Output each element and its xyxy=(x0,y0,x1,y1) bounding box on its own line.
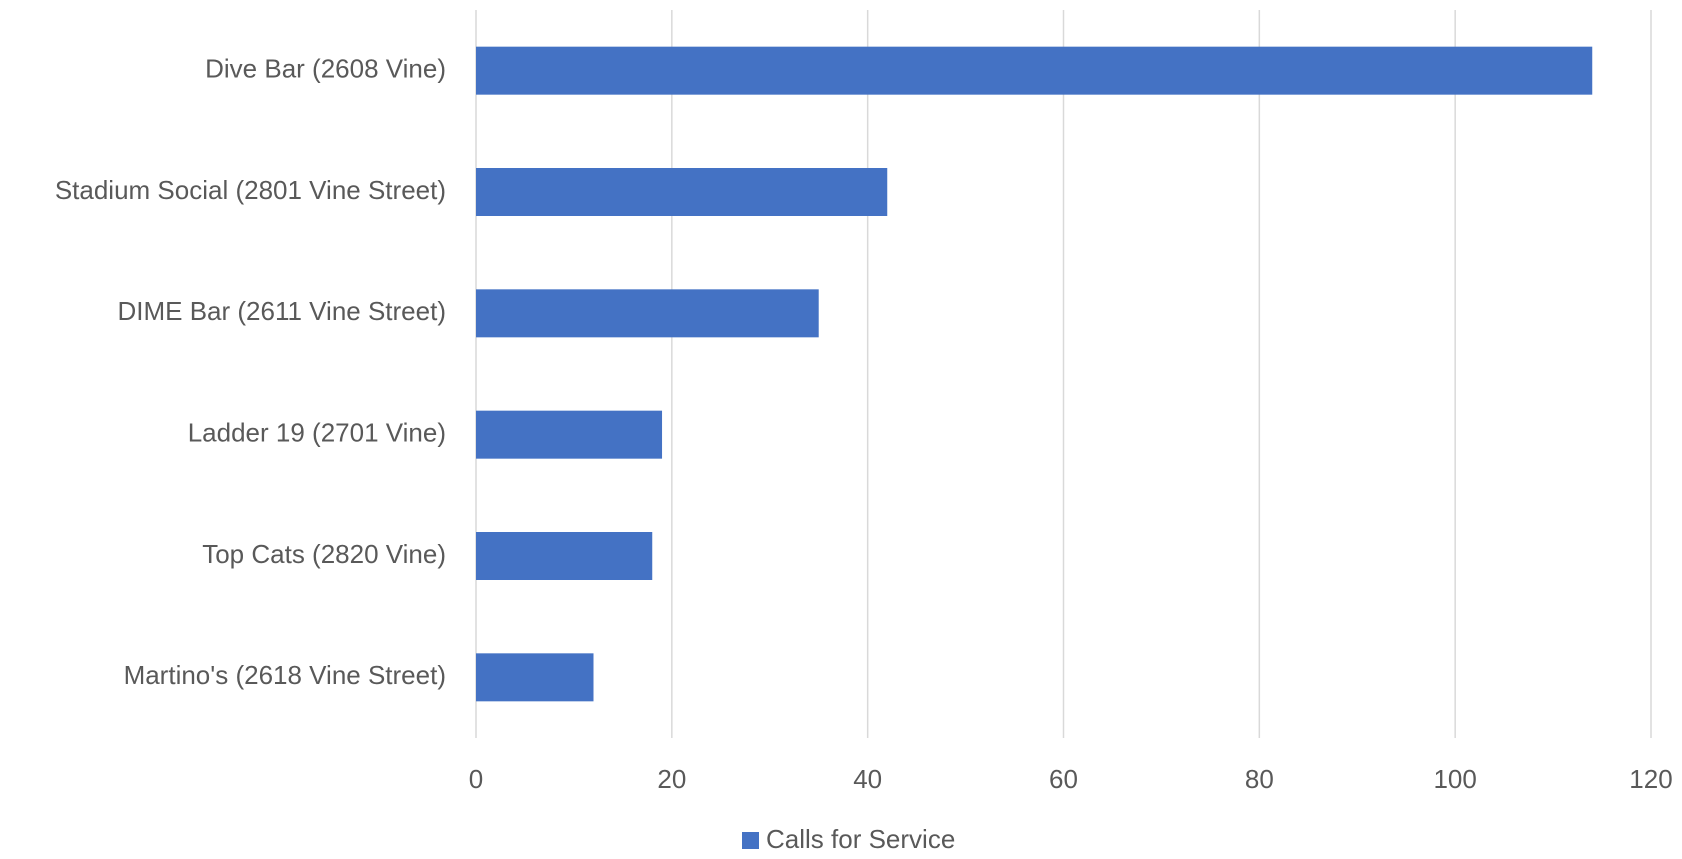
x-tick-label: 100 xyxy=(1433,764,1476,794)
category-label: Dive Bar (2608 Vine) xyxy=(205,54,446,84)
bar xyxy=(476,46,1593,95)
gridlines xyxy=(475,10,1652,738)
category-label: Martino's (2618 Vine Street) xyxy=(124,660,446,690)
x-tick-label: 0 xyxy=(469,764,483,794)
x-tick-labels: 0 20 40 60 80 100 120 xyxy=(469,764,1673,794)
bar xyxy=(476,410,663,459)
bar xyxy=(476,168,888,216)
category-label: Ladder 19 (2701 Vine) xyxy=(188,418,446,448)
x-tick-label: 120 xyxy=(1629,764,1672,794)
bar xyxy=(476,653,594,702)
legend-swatch xyxy=(742,832,759,849)
category-labels: Dive Bar (2608 Vine) Stadium Social (2801… xyxy=(55,54,446,691)
bar xyxy=(476,532,653,580)
x-tick-label: 80 xyxy=(1245,764,1274,794)
category-label: Top Cats (2820 Vine) xyxy=(202,539,446,569)
bar xyxy=(476,289,819,338)
x-tick-label: 20 xyxy=(657,764,686,794)
x-tick-label: 40 xyxy=(853,764,882,794)
x-tick-label: 60 xyxy=(1049,764,1078,794)
legend-label: Calls for Service xyxy=(766,824,955,854)
category-label: Stadium Social (2801 Vine Street) xyxy=(55,175,446,205)
category-label: DIME Bar (2611 Vine Street) xyxy=(117,296,446,326)
bars xyxy=(476,46,1593,702)
legend: Calls for Service xyxy=(742,824,955,854)
